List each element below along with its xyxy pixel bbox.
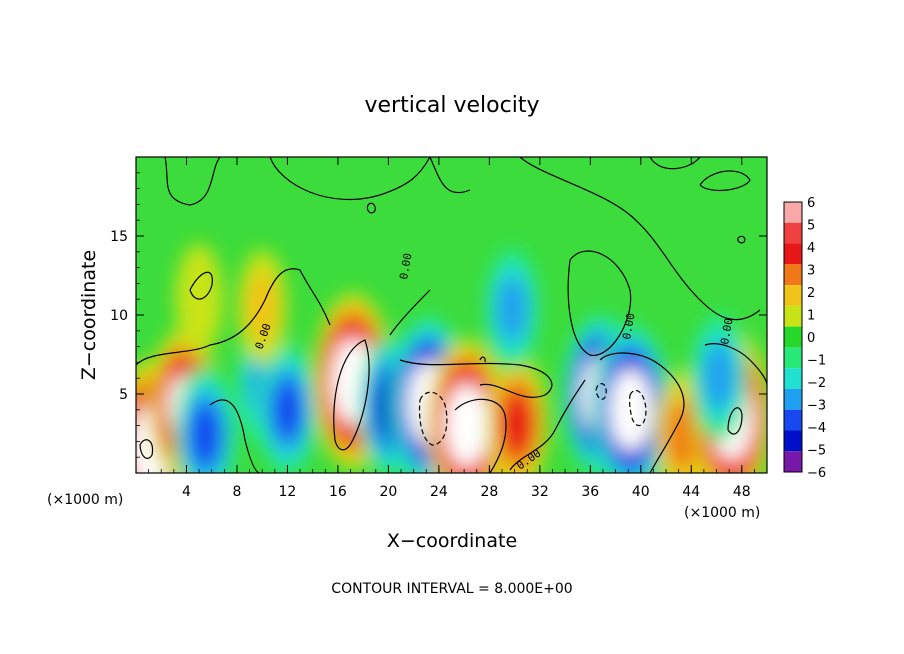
x-tick-label: 44 xyxy=(682,484,700,500)
colorbar-label: −5 xyxy=(807,444,826,459)
field-blob xyxy=(448,393,485,458)
field-blob xyxy=(667,401,701,469)
x-tick-label: 40 xyxy=(632,484,650,500)
field-blob xyxy=(271,379,303,441)
x-tick-label: 12 xyxy=(279,484,297,500)
colorbar-swatch xyxy=(784,305,802,327)
x-axis-label: X−coordinate xyxy=(387,530,517,552)
x-tick-label: 20 xyxy=(379,484,397,500)
colorbar: 6 5 4 3 2 1 0 −1 −2 −3 −4 −5 −6 xyxy=(783,196,826,481)
chart-title: vertical velocity xyxy=(364,93,539,118)
x-unit-right: (×1000 m) xyxy=(684,505,760,521)
colorbar-label: 4 xyxy=(807,241,815,256)
colorbar-swatch xyxy=(784,409,802,431)
colorbar-label: −4 xyxy=(807,421,826,436)
x-tick-label: 28 xyxy=(480,484,498,500)
contour-interval-footer: CONTOUR INTERVAL = 8.000E+00 xyxy=(331,581,572,597)
x-tick-label: 4 xyxy=(182,484,191,500)
colorbar-swatch xyxy=(784,451,802,472)
colorbar-swatch xyxy=(784,222,802,244)
colorbar-swatch xyxy=(784,243,802,265)
field-blob xyxy=(702,343,736,410)
field-blob xyxy=(189,403,222,467)
colorbar-swatch xyxy=(784,388,802,410)
contour-label: 0.00 xyxy=(718,317,735,345)
x-tick-label: 48 xyxy=(733,484,751,500)
colorbar-label: −3 xyxy=(807,399,826,414)
colorbar-swatch xyxy=(784,202,802,223)
colorbar-swatch xyxy=(784,326,802,348)
x-unit-left: (×1000 m) xyxy=(47,492,123,508)
colorbar-frame xyxy=(783,201,803,473)
y-axis: 5 10 15 xyxy=(110,172,767,458)
colorbar-swatch xyxy=(784,285,802,306)
y-tick-label: 10 xyxy=(110,308,128,324)
colorbar-label: 1 xyxy=(807,309,815,324)
colorbar-label: −1 xyxy=(807,354,826,369)
plot-area: 0.00 0.00 0.00 0.00 0.00 xyxy=(136,157,767,473)
dashed-contours xyxy=(418,383,647,446)
colorbar-label: −6 xyxy=(807,466,826,481)
zero-contours xyxy=(136,157,767,473)
field-blob xyxy=(501,392,534,456)
x-axis: 4 8 12 16 20 24 28 32 36 40 44 48 xyxy=(148,157,755,500)
x-tick-label: 32 xyxy=(531,484,549,500)
colorbar-label: 6 xyxy=(807,196,815,211)
x-tick-label: 16 xyxy=(329,484,347,500)
colorbar-swatch xyxy=(784,264,802,286)
contour-label: 0.00 xyxy=(397,252,414,280)
y-axis-label: Z−coordinate xyxy=(78,250,100,380)
colorbar-label: 5 xyxy=(807,219,815,234)
x-tick-label: 36 xyxy=(581,484,599,500)
colorbar-label: 3 xyxy=(807,264,815,279)
y-tick-label: 5 xyxy=(119,387,128,403)
colorbar-swatch xyxy=(784,347,802,369)
colorbar-label: 2 xyxy=(807,286,815,301)
x-tick-label: 8 xyxy=(232,484,241,500)
colorbar-label: 0 xyxy=(807,331,815,346)
field-blob xyxy=(496,276,528,341)
colorbar-label: −2 xyxy=(807,376,826,391)
x-tick-label: 24 xyxy=(430,484,448,500)
y-tick-label: 15 xyxy=(110,229,128,245)
colorbar-swatch xyxy=(784,368,802,389)
contour-label: 0.00 xyxy=(620,312,637,340)
colorbar-swatch xyxy=(784,430,802,452)
